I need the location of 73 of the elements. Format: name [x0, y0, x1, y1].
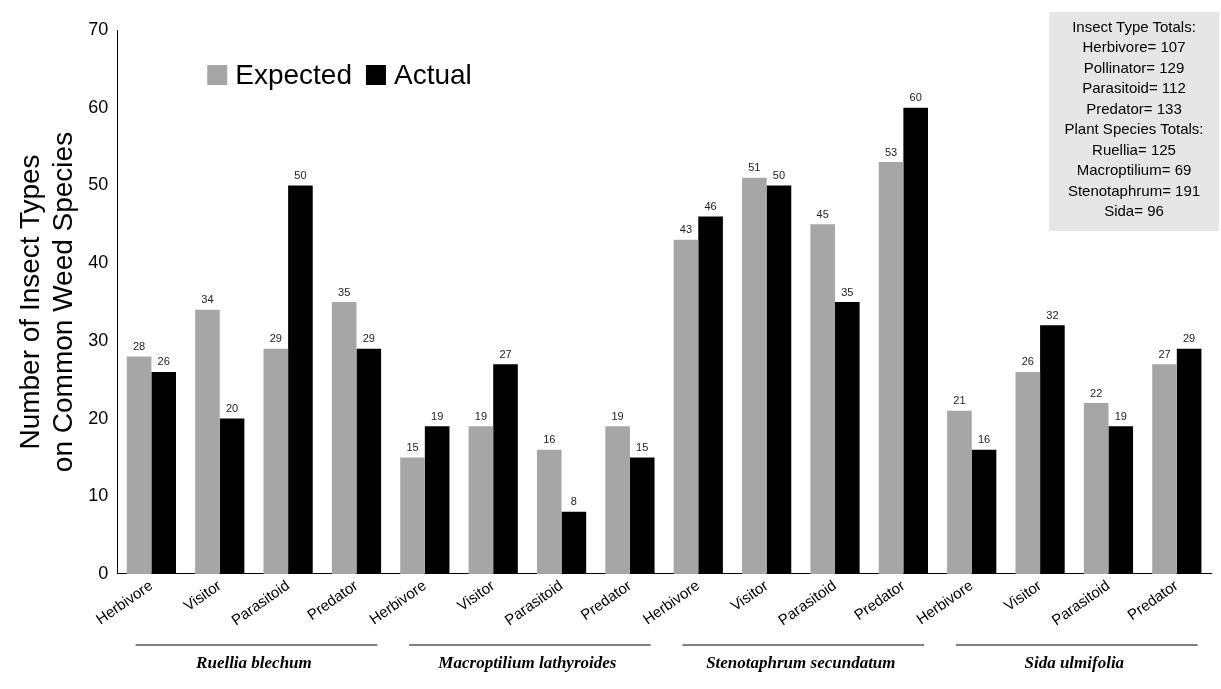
bar — [195, 309, 220, 574]
bar — [400, 457, 425, 574]
data-label: 35 — [338, 285, 351, 298]
legend-label: Expected — [235, 58, 352, 90]
data-label: 43 — [679, 223, 693, 236]
annotation: Pollinator= 129 — [1083, 58, 1185, 76]
data-label: 27 — [1158, 347, 1171, 360]
data-label: 45 — [816, 207, 829, 220]
y-tick-label: 0 — [98, 562, 109, 583]
data-label: 16 — [977, 433, 991, 446]
bar — [1152, 364, 1177, 574]
data-label: 53 — [884, 145, 898, 158]
data-label: 34 — [201, 293, 214, 306]
annotation: Sida= 96 — [1104, 202, 1164, 220]
data-label: 16 — [543, 433, 556, 446]
annotation: Stenotaphrum= 191 — [1067, 181, 1201, 199]
y-tick-label: 50 — [88, 174, 109, 195]
bar — [878, 162, 904, 574]
annotation: Macroptilium= 69 — [1076, 161, 1192, 179]
bar — [1015, 371, 1041, 574]
data-label: 21 — [953, 394, 966, 407]
bar — [1083, 403, 1109, 574]
bar — [742, 177, 767, 574]
bar — [810, 224, 836, 574]
text: Macroptilium lathyroides — [437, 652, 617, 672]
y-tick-label: 30 — [88, 329, 109, 350]
y-tick-label: 40 — [88, 252, 109, 273]
bar — [126, 356, 152, 574]
data-label: 28 — [132, 339, 146, 352]
data-label: 51 — [748, 161, 761, 174]
data-label: 35 — [841, 285, 854, 298]
data-label: 22 — [1090, 386, 1103, 399]
y-axis-title: Number of Insect Types on Common Weed Species — [13, 131, 79, 473]
text: Ruellia blechum — [195, 652, 312, 672]
data-label: 46 — [704, 200, 717, 213]
annotation: Plant Species Totals: — [1064, 120, 1204, 138]
data-label: 32 — [1046, 308, 1059, 321]
text: Sida ulmifolia — [1024, 652, 1125, 672]
y-tick-label: 10 — [88, 485, 109, 506]
data-label: 29 — [269, 332, 282, 345]
data-label: 15 — [636, 440, 649, 453]
data-label: 20 — [225, 402, 239, 415]
annotation: Predator= 133 — [1086, 99, 1182, 117]
data-label: 8 — [570, 495, 577, 508]
bar — [263, 348, 289, 574]
data-label: 15 — [406, 440, 419, 453]
data-label: 50 — [772, 168, 786, 181]
data-label: 29 — [362, 332, 375, 345]
y-tick-label: 60 — [88, 96, 109, 117]
bar — [468, 426, 494, 574]
data-label: 19 — [1114, 409, 1127, 422]
data-label: 26 — [1021, 355, 1034, 368]
bar — [605, 426, 630, 574]
legend-label: Actual — [393, 58, 472, 90]
bar — [673, 239, 699, 574]
annotation: Herbivore= 107 — [1082, 38, 1186, 56]
annotation: Parasitoid= 112 — [1082, 79, 1186, 97]
data-label: 26 — [157, 355, 170, 368]
data-label: 27 — [499, 347, 512, 360]
data-label: 19 — [474, 409, 488, 422]
data-label: 19 — [431, 409, 444, 422]
y-tick-label: 20 — [88, 407, 109, 428]
bar — [331, 302, 357, 574]
data-label: 60 — [909, 91, 922, 104]
bar — [947, 410, 972, 574]
data-label: 19 — [611, 409, 624, 422]
bar — [536, 449, 562, 574]
data-label: 50 — [294, 168, 307, 181]
y-tick-label: 70 — [88, 18, 109, 39]
data-label: 29 — [1183, 332, 1196, 345]
annotation: Insect Type Totals: — [1072, 17, 1196, 35]
annotation: Ruellia= 125 — [1092, 140, 1176, 158]
text: Stenotaphrum secundatum — [706, 652, 896, 672]
